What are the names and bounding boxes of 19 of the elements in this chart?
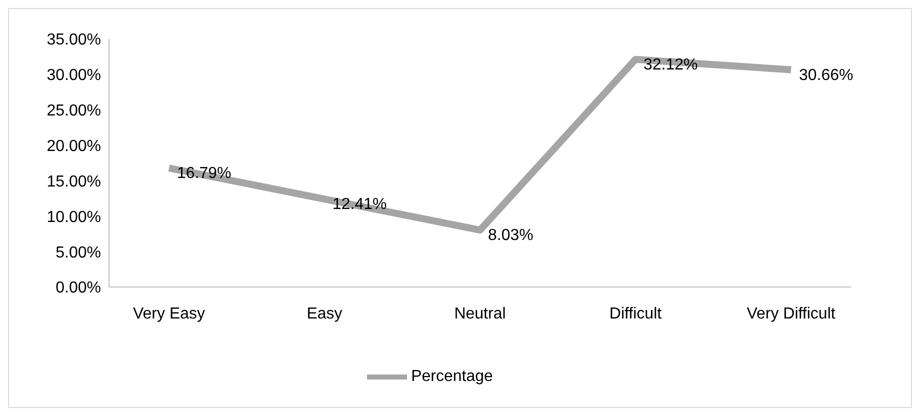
x-tick-label: Easy <box>306 305 342 322</box>
data-label: 16.79% <box>177 165 232 182</box>
y-tick-label: 5.00% <box>56 244 101 262</box>
x-tick-label: Difficult <box>609 305 662 322</box>
y-tick-label: 30.00% <box>46 67 101 84</box>
data-label: 32.12% <box>644 56 698 74</box>
y-tick-label: 15.00% <box>46 173 101 190</box>
legend-label: Percentage <box>411 368 493 386</box>
data-label: 8.03% <box>488 227 534 244</box>
y-tick-label: 0.00% <box>56 280 101 297</box>
y-tick-label: 20.00% <box>46 138 101 155</box>
y-tick-label: 25.00% <box>46 102 101 120</box>
x-tick-label: Very Easy <box>132 305 206 322</box>
y-tick-label: 35.00% <box>46 32 101 49</box>
y-tick-label: 10.00% <box>46 208 101 226</box>
data-label: 12.41% <box>332 196 387 214</box>
x-tick-label: Neutral <box>454 305 506 322</box>
data-label: 30.66% <box>799 66 854 84</box>
x-tick-label: Very Difficult <box>746 305 836 322</box>
